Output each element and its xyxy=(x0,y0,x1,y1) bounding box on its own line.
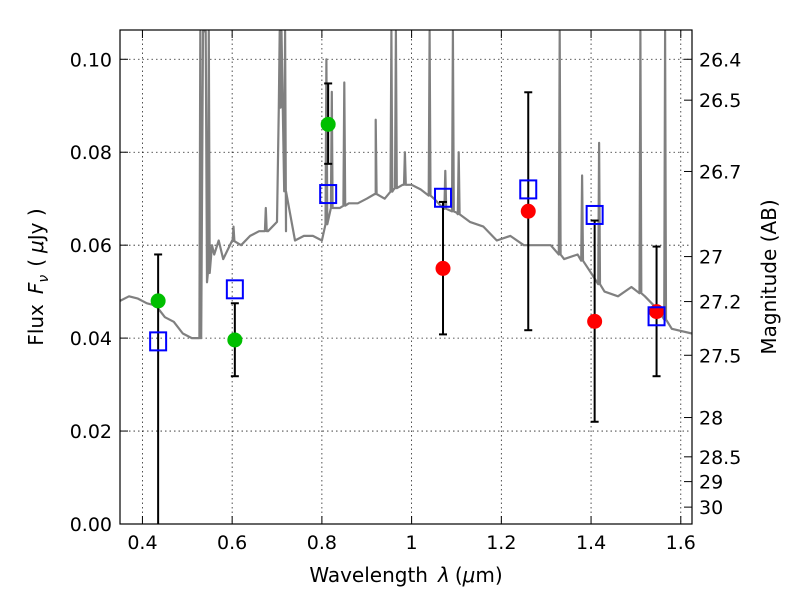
y2-tick-label: 28 xyxy=(699,408,723,430)
y2-tick-label: 26.4 xyxy=(699,49,741,71)
axis-ticks: 0.4 0.6 0.8 1 1.2 1.4 1.6 0.00 0.02 0.04 0.06 0.08 0… xyxy=(70,30,741,554)
green-data-point xyxy=(320,116,336,132)
y-tick-label: 0.04 xyxy=(70,328,112,350)
x-axis-label-symbol: λ xyxy=(437,563,450,587)
y2-tick-label: 26.5 xyxy=(699,90,741,112)
red-data-point xyxy=(587,313,603,329)
model-square xyxy=(647,306,666,327)
model-spectrum-line xyxy=(120,30,692,340)
y-axis-label-symbol: F xyxy=(24,282,48,294)
y-axis-label-unit-mu: μ xyxy=(24,240,48,254)
x-tick-label: 0.8 xyxy=(307,532,337,554)
x-tick-label: 1.6 xyxy=(666,532,696,554)
x-axis-label-unit-open: ( xyxy=(455,563,463,587)
y-axis-label: Flux Fν ( μJy ) xyxy=(24,208,52,345)
model-square xyxy=(585,204,604,225)
data-points xyxy=(150,116,665,348)
y-tick-label: 0.06 xyxy=(70,235,112,257)
y-tick-label: 0.10 xyxy=(70,49,112,71)
red-data-point xyxy=(520,203,536,219)
x-tick-label: 1.4 xyxy=(576,532,606,554)
y2-axis-label: Magnitude (AB) xyxy=(757,199,781,354)
y-axis-label-text: Flux xyxy=(24,304,48,346)
y-axis-label-unit-open: ( xyxy=(24,259,48,267)
y2-tick-label: 26.7 xyxy=(699,161,741,183)
model-square xyxy=(319,184,338,205)
x-tick-label: 0.6 xyxy=(217,532,247,554)
y-tick-label: 0.00 xyxy=(70,514,112,536)
y2-tick-label: 27.5 xyxy=(699,345,741,367)
y2-tick-label: 27 xyxy=(699,247,723,269)
x-tick-label: 1.2 xyxy=(486,532,516,554)
model-square xyxy=(434,187,453,208)
model-square xyxy=(225,279,244,300)
model-square xyxy=(519,179,538,200)
y-tick-label: 0.02 xyxy=(70,421,112,443)
x-axis-label-unit-rest: m) xyxy=(475,563,502,587)
red-data-point xyxy=(435,260,451,276)
model-photometry-squares xyxy=(149,179,666,352)
y-axis-label-unit-rest: Jy ) xyxy=(24,208,48,242)
model-spectrum xyxy=(120,30,692,340)
y2-tick-label: 27.2 xyxy=(699,292,741,314)
y-axis-label-subscript: ν xyxy=(36,275,52,283)
x-axis-label-unit-mu: μ xyxy=(462,563,476,587)
plot-frame xyxy=(119,29,693,525)
green-data-point xyxy=(227,332,243,348)
error-bars xyxy=(154,82,661,524)
green-data-point xyxy=(150,293,166,309)
model-square xyxy=(149,331,168,352)
x-tick-label: 0.4 xyxy=(127,532,157,554)
x-axis-label: Wavelength λ (μm) xyxy=(309,563,502,587)
y2-tick-label: 29 xyxy=(699,472,723,494)
y-tick-label: 0.08 xyxy=(70,142,112,164)
y2-tick-label: 28.5 xyxy=(699,447,741,469)
x-axis-label-text: Wavelength xyxy=(309,563,428,587)
y2-tick-label: 30 xyxy=(699,497,723,519)
x-tick-label: 1 xyxy=(406,532,418,554)
